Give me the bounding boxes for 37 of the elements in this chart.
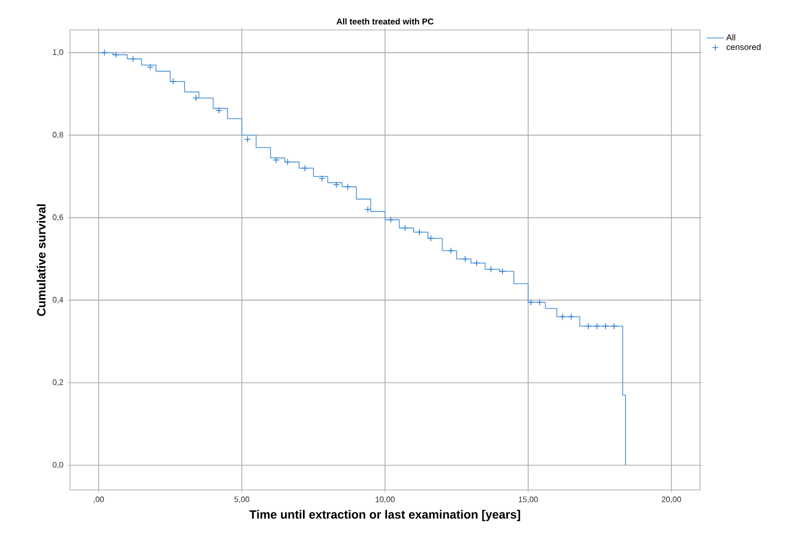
point <box>112 51 120 58</box>
legend-label: All <box>726 34 736 40</box>
point <box>244 136 251 143</box>
point <box>318 175 326 182</box>
point <box>130 55 136 62</box>
point <box>364 206 372 213</box>
point <box>584 322 592 330</box>
point <box>272 156 280 164</box>
point <box>447 247 454 254</box>
point <box>559 313 566 320</box>
point <box>100 49 108 56</box>
point <box>488 266 494 273</box>
point <box>402 224 408 232</box>
point <box>602 322 609 330</box>
point <box>387 216 394 224</box>
point <box>146 64 154 71</box>
point <box>528 298 534 306</box>
point <box>473 260 480 266</box>
point <box>216 107 222 114</box>
point <box>416 228 423 236</box>
point <box>427 234 434 242</box>
chart-title: All teeth treated with PC <box>336 18 434 24</box>
x-axis-title: Time until extraction or last examination [years] <box>249 510 520 522</box>
point <box>536 298 544 306</box>
point <box>610 322 618 330</box>
point <box>192 94 200 102</box>
point <box>499 268 506 275</box>
point <box>568 313 575 320</box>
point <box>332 181 340 188</box>
point <box>594 322 600 330</box>
point <box>170 78 176 85</box>
y-axis-title: Cumulative survival <box>36 204 46 316</box>
legend-label: censored <box>726 44 761 50</box>
point <box>344 183 352 190</box>
point <box>301 164 308 172</box>
point <box>284 158 292 166</box>
point <box>462 256 469 262</box>
